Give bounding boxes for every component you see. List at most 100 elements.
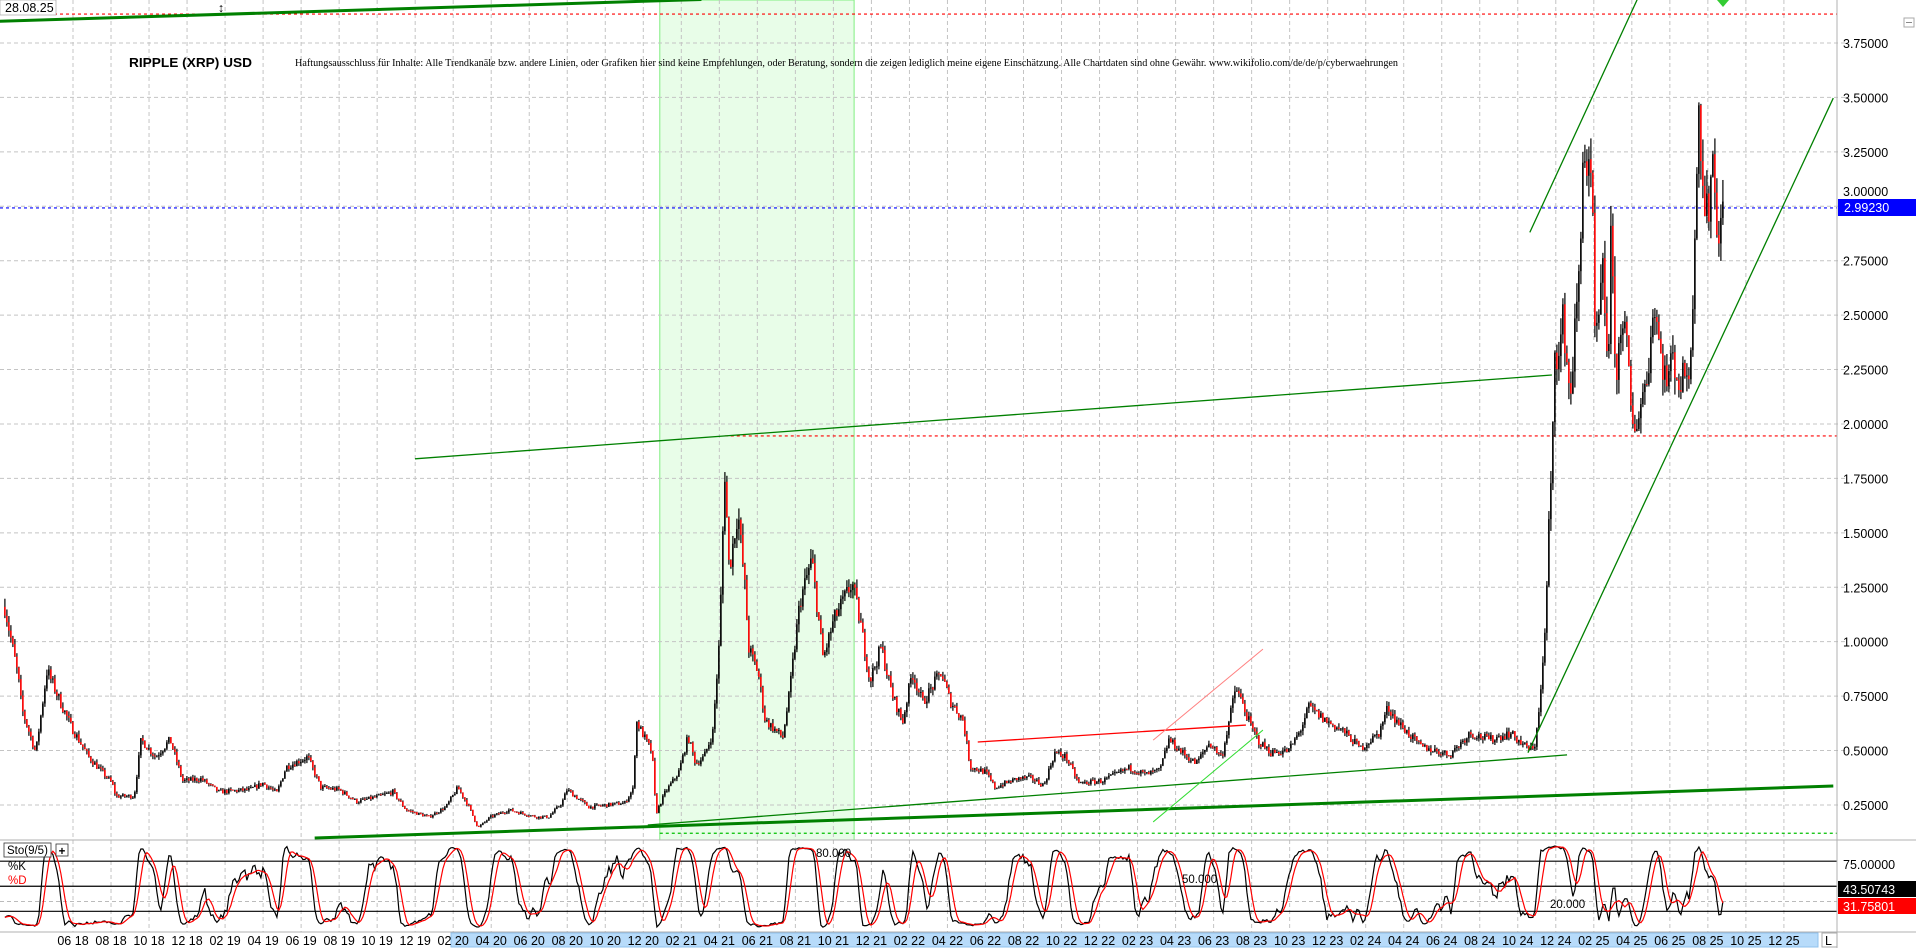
candle-body	[1086, 781, 1088, 784]
indicator-expand-button[interactable]	[55, 843, 69, 857]
candle-body	[1252, 723, 1254, 729]
candle	[116, 791, 118, 798]
candle-body	[244, 788, 246, 791]
candle	[206, 778, 208, 784]
candle	[1600, 264, 1602, 315]
candle-body	[216, 786, 218, 791]
candle	[144, 740, 146, 749]
candle	[1456, 745, 1458, 752]
candle-body	[606, 804, 608, 807]
candle	[802, 586, 804, 611]
candle-body	[374, 796, 376, 798]
candle	[1594, 195, 1596, 338]
candle	[886, 663, 888, 679]
candle	[298, 758, 300, 766]
candle-body	[1286, 749, 1288, 752]
candle-body	[672, 778, 674, 783]
candle	[354, 798, 356, 800]
candle	[520, 810, 522, 815]
candle	[390, 790, 392, 797]
candle-body	[766, 720, 768, 722]
candle	[494, 813, 496, 818]
candle-body	[1284, 749, 1286, 752]
candle	[1434, 744, 1436, 753]
candle	[1388, 701, 1390, 716]
candle-body	[638, 721, 640, 729]
candle-body	[1272, 749, 1274, 757]
candle	[1258, 734, 1260, 749]
candle	[1072, 761, 1074, 770]
candle-body	[1622, 328, 1624, 335]
candle	[666, 789, 668, 793]
candle-body	[878, 646, 880, 667]
candle-body	[1626, 321, 1628, 336]
indicator-name-box[interactable]	[3, 842, 52, 858]
candle-body	[86, 749, 88, 751]
candle	[1374, 734, 1376, 738]
candle	[926, 696, 928, 709]
y-tick-label: 2.00000	[1843, 418, 1888, 432]
candle	[1230, 705, 1232, 724]
x-tick-label: 06 18	[57, 934, 88, 948]
candle	[1334, 724, 1336, 732]
candle	[348, 795, 350, 799]
candle-body	[938, 673, 940, 675]
candle-body	[1682, 362, 1684, 392]
candle-body	[1136, 773, 1138, 775]
candle	[860, 612, 862, 623]
candle	[782, 731, 784, 740]
candle-body	[824, 652, 826, 656]
candle-body	[548, 817, 550, 819]
candle-body	[1254, 728, 1256, 732]
candle-body	[530, 815, 532, 817]
candle-body	[1184, 750, 1186, 756]
candle	[538, 816, 540, 820]
candle	[1482, 736, 1484, 744]
candle	[1010, 780, 1012, 784]
candle	[1192, 758, 1194, 761]
candle	[830, 627, 832, 641]
candle	[960, 714, 962, 721]
candle	[1588, 146, 1590, 197]
trendline	[977, 724, 1246, 743]
candle-body	[1558, 355, 1560, 370]
candle	[136, 774, 138, 795]
candle-body	[624, 801, 626, 803]
candle	[1646, 371, 1648, 387]
candle-body	[842, 596, 844, 599]
candle-body	[1228, 721, 1230, 735]
candle-body	[1318, 710, 1320, 718]
candle-body	[1296, 735, 1298, 739]
candle-body	[228, 789, 230, 794]
resize-cursor-icon[interactable]: ↕	[218, 1, 224, 15]
candle	[1396, 716, 1398, 725]
candle-body	[1222, 754, 1224, 756]
candle-body	[1616, 353, 1618, 380]
candle	[106, 775, 108, 780]
candle	[102, 765, 104, 772]
candle	[1204, 749, 1206, 755]
candle	[1158, 767, 1160, 772]
candle-body	[460, 789, 462, 793]
candle	[1316, 709, 1318, 712]
candle	[748, 615, 750, 658]
candle	[992, 779, 994, 784]
candle-body	[348, 795, 350, 798]
candle-body	[1152, 770, 1154, 772]
candle	[822, 628, 824, 656]
trendlines[interactable]	[0, 0, 1834, 840]
candle	[854, 582, 856, 596]
candle	[1120, 767, 1122, 775]
candle	[952, 702, 954, 711]
candle-body	[762, 687, 764, 709]
x-tick-label: 08 23	[1236, 934, 1267, 948]
candle	[1290, 740, 1292, 752]
candle-body	[1192, 758, 1194, 761]
scale-toggle-button[interactable]	[1821, 932, 1838, 948]
candle-body	[1124, 768, 1126, 771]
candle-body	[112, 781, 114, 785]
candle	[1468, 731, 1470, 743]
y-axis-labels: 0.250000.500000.750001.000001.250001.500…	[1843, 37, 1888, 813]
candle	[88, 748, 90, 758]
